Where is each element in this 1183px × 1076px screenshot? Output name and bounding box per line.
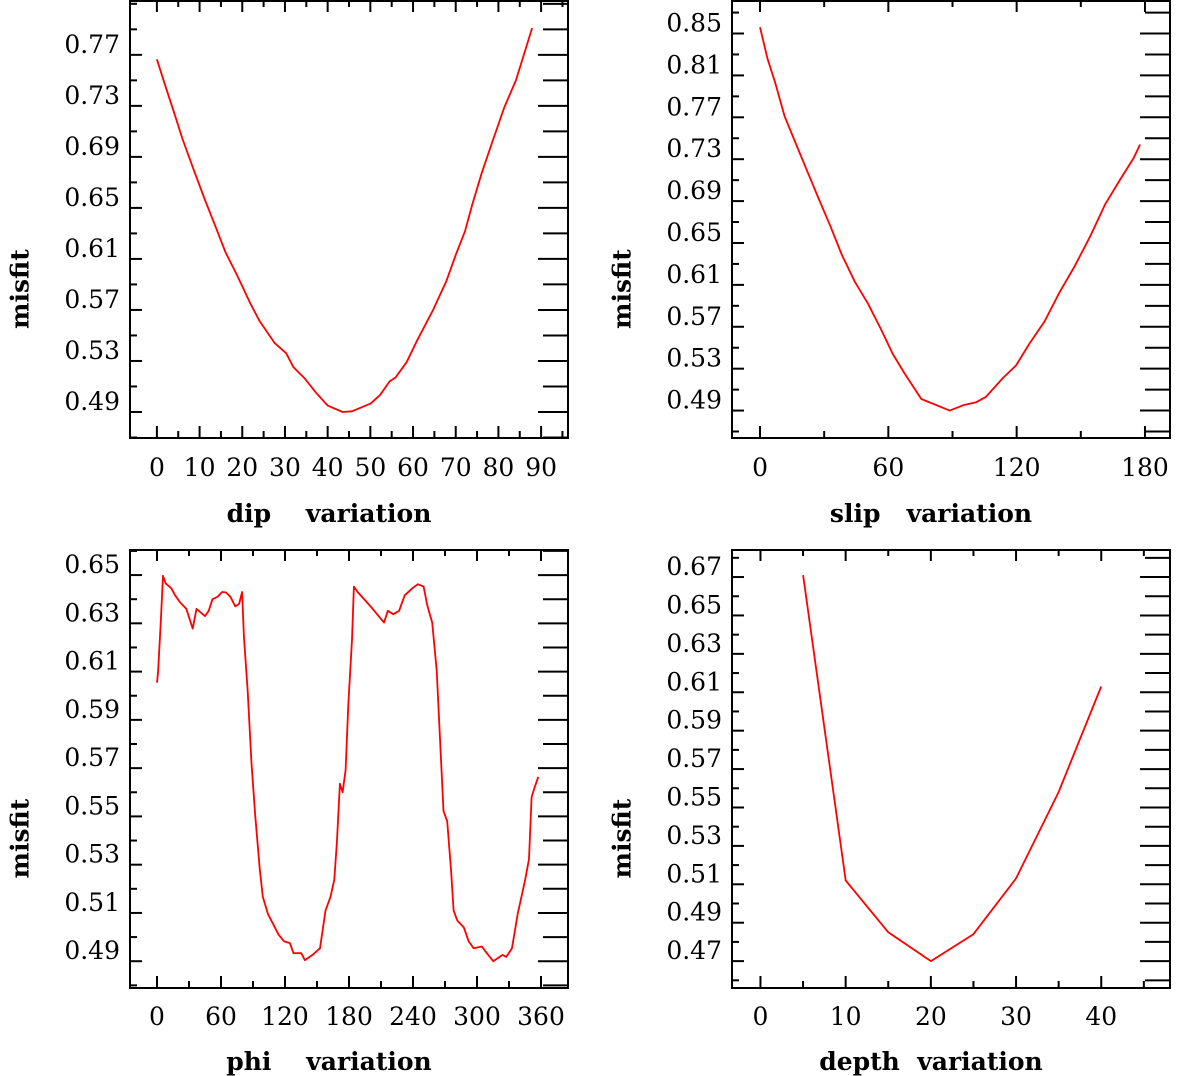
x-tick-label: 10 — [184, 453, 216, 482]
x-tick-label: 40 — [312, 453, 344, 482]
misfit-series-line — [156, 574, 540, 963]
y-tick-label: 0.59 — [666, 706, 722, 735]
x-tick-label: 0 — [753, 1002, 769, 1031]
y-tick-label: 0.61 — [64, 647, 120, 676]
y-tick-label: 0.49 — [64, 936, 120, 965]
x-tick-label: 20 — [915, 1002, 947, 1031]
y-tick-label: 0.49 — [666, 898, 722, 927]
plot-frame — [731, 549, 1171, 989]
y-tick-label: 0.65 — [666, 218, 722, 247]
y-tick-label: 0.65 — [64, 550, 120, 579]
y-tick-label: 0.69 — [666, 176, 722, 205]
y-tick-label: 0.73 — [64, 81, 120, 110]
y-tick-label: 0.57 — [64, 285, 120, 314]
x-tick-label: 120 — [261, 1002, 309, 1031]
y-tick-label: 0.61 — [666, 260, 722, 289]
x-tick-label: 70 — [440, 453, 472, 482]
y-tick-label: 0.77 — [666, 92, 722, 121]
slip-panel: 0 60 120 180 0.49 0.53 0.57 0.61 0.65 0.69 0.73 0.7… — [608, 0, 1171, 528]
x-tick-label: 30 — [269, 453, 301, 482]
y-tick-label: 0.65 — [64, 183, 120, 212]
y-tick-label: 0.49 — [666, 386, 722, 415]
y-tick-label: 0.47 — [666, 936, 722, 965]
phi-panel: 0 60 120 180 240 300 360 0.49 0.51 0.53 0.55 0.57 0.… — [6, 549, 569, 1076]
misfit-series-line — [802, 574, 1103, 962]
y-tick-label: 0.57 — [64, 743, 120, 772]
x-tick-label: 0 — [149, 453, 165, 482]
misfit-series-line — [759, 26, 1141, 412]
y-tick-label: 0.73 — [666, 134, 722, 163]
x-tick-label: 0 — [752, 453, 768, 482]
x-axis-label: phi variation — [226, 1047, 431, 1076]
y-tick-label: 0.61 — [64, 234, 120, 263]
y-tick-label: 0.55 — [666, 782, 722, 811]
y-tick-label: 0.53 — [666, 344, 722, 373]
x-axis-label: depth variation — [819, 1047, 1043, 1076]
y-tick-label: 0.55 — [64, 791, 120, 820]
y-tick-label: 0.85 — [666, 9, 722, 38]
y-tick-label: 0.51 — [64, 888, 120, 917]
x-tick-label: 60 — [205, 1002, 237, 1031]
x-tick-label: 40 — [1085, 1002, 1117, 1031]
x-tick-label: 300 — [453, 1002, 501, 1031]
x-tick-label: 180 — [1121, 453, 1169, 482]
y-tick-label: 0.65 — [666, 590, 722, 619]
x-tick-label: 30 — [1000, 1002, 1032, 1031]
x-tick-label: 180 — [325, 1002, 373, 1031]
x-tick-label: 360 — [517, 1002, 565, 1031]
y-axis-label: misfit — [608, 249, 637, 329]
y-tick-label: 0.77 — [64, 30, 120, 59]
x-tick-label: 0 — [149, 1002, 165, 1031]
dip-panel: 0 10 20 30 40 50 60 70 80 90 0.49 0.53 0.57 0.61 0.65 0… — [6, 0, 569, 528]
x-tick-label: 50 — [354, 453, 386, 482]
x-tick-label: 90 — [525, 453, 557, 482]
x-tick-label: 120 — [993, 453, 1041, 482]
x-tick-label: 20 — [226, 453, 258, 482]
x-tick-label: 60 — [872, 453, 904, 482]
y-tick-label: 0.57 — [666, 744, 722, 773]
x-axis-label: dip variation — [227, 499, 432, 528]
y-tick-label: 0.51 — [666, 859, 722, 888]
y-tick-label: 0.69 — [64, 132, 120, 161]
y-tick-label: 0.63 — [666, 629, 722, 658]
y-tick-label: 0.53 — [64, 840, 120, 869]
x-tick-label: 240 — [389, 1002, 437, 1031]
y-tick-label: 0.67 — [666, 552, 722, 581]
x-tick-label: 60 — [397, 453, 429, 482]
y-tick-label: 0.59 — [64, 695, 120, 724]
y-tick-label: 0.49 — [64, 387, 120, 416]
x-tick-label: 80 — [483, 453, 515, 482]
y-tick-label: 0.57 — [666, 302, 722, 331]
x-axis-label: slip variation — [830, 499, 1032, 528]
y-tick-label: 0.81 — [666, 50, 722, 79]
y-tick-label: 0.63 — [64, 598, 120, 627]
plot-frame — [731, 0, 1171, 439]
y-tick-label: 0.53 — [64, 336, 120, 365]
depth-panel: 0 10 20 30 40 0.47 0.49 0.51 0.53 0.55 0.57 0.59 0.6… — [608, 549, 1171, 1076]
plot-frame — [129, 0, 569, 439]
y-tick-label: 0.61 — [666, 667, 722, 696]
y-axis-label: misfit — [608, 798, 637, 878]
y-axis-label: misfit — [6, 798, 35, 878]
x-tick-label: 10 — [830, 1002, 862, 1031]
misfit-series-line — [156, 27, 533, 413]
y-tick-label: 0.53 — [666, 821, 722, 850]
y-axis-label: misfit — [6, 249, 35, 329]
